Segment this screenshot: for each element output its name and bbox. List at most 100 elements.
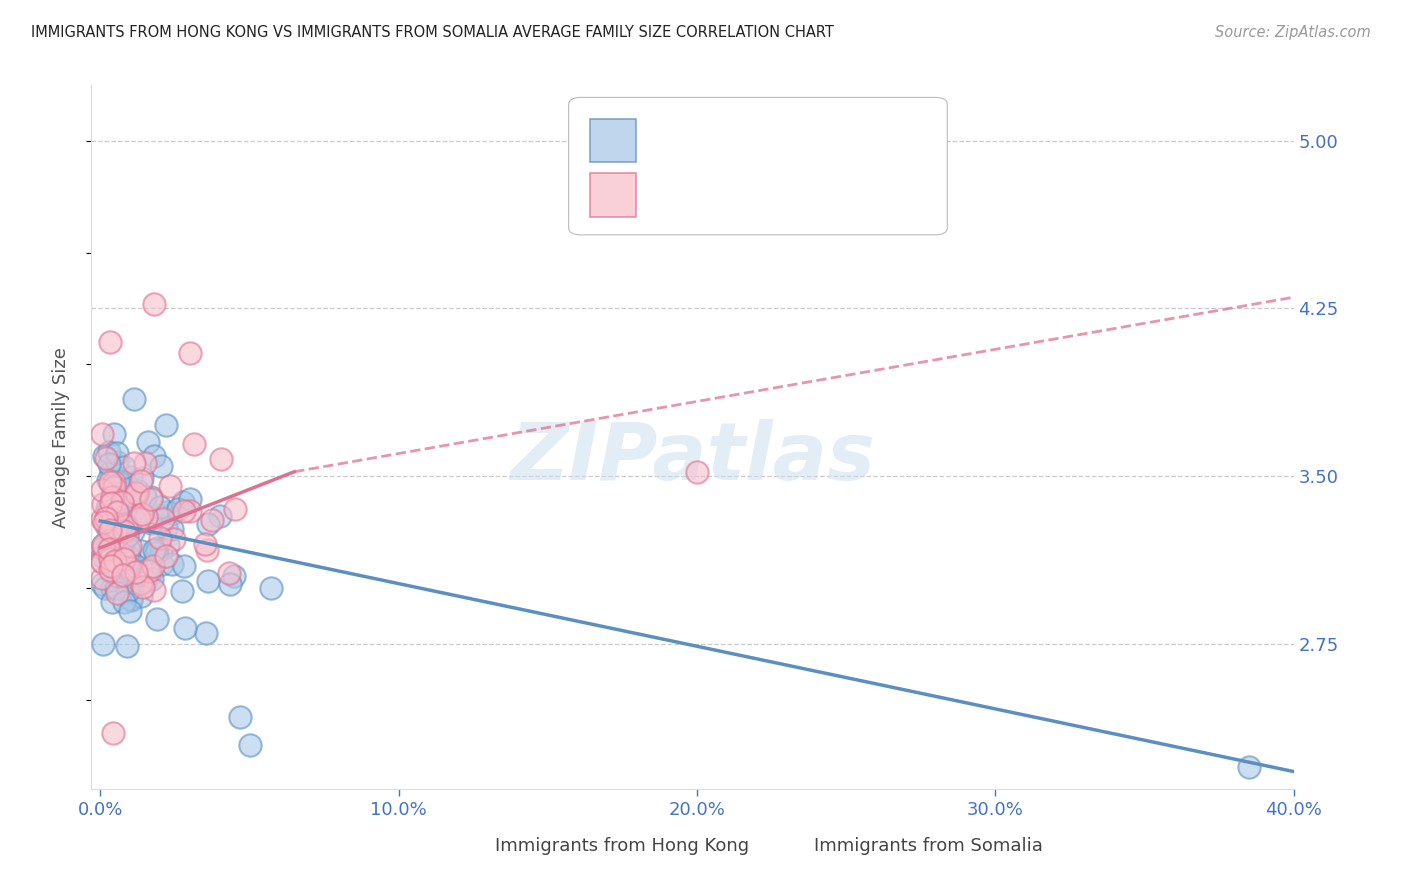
Point xyxy=(100,551,122,566)
Point xyxy=(141,572,163,586)
Point xyxy=(224,502,246,516)
Point xyxy=(91,538,114,552)
Point xyxy=(101,581,124,595)
Point xyxy=(173,503,195,517)
Point xyxy=(104,554,127,568)
Point xyxy=(128,503,150,517)
Point xyxy=(145,546,167,560)
Point xyxy=(132,580,155,594)
Point xyxy=(101,595,124,609)
Point xyxy=(100,563,122,577)
Point xyxy=(143,543,166,558)
Point xyxy=(155,521,177,535)
Point xyxy=(159,479,181,493)
Point xyxy=(93,581,115,595)
Point xyxy=(96,501,118,516)
Point xyxy=(100,464,122,478)
Point xyxy=(118,500,141,515)
Point xyxy=(115,560,138,574)
Point xyxy=(160,558,183,572)
Point xyxy=(98,523,121,537)
Point xyxy=(105,581,128,595)
Point xyxy=(125,485,148,500)
Point xyxy=(139,567,162,582)
Bar xyxy=(770,832,800,862)
Point xyxy=(98,501,121,516)
Point xyxy=(107,569,129,583)
Point xyxy=(125,565,148,579)
Point xyxy=(152,511,174,525)
Point xyxy=(105,523,128,537)
Point xyxy=(149,531,172,545)
Text: Source: ZipAtlas.com: Source: ZipAtlas.com xyxy=(1215,25,1371,40)
Point xyxy=(91,541,114,555)
Point xyxy=(218,566,240,580)
Point xyxy=(179,504,201,518)
Point xyxy=(90,571,112,585)
Point xyxy=(173,621,195,635)
Point xyxy=(111,495,134,509)
Point xyxy=(105,446,128,460)
Point xyxy=(142,558,165,573)
Point xyxy=(91,554,114,568)
Point xyxy=(105,543,128,558)
Point xyxy=(104,518,127,533)
Point xyxy=(143,297,166,311)
Point xyxy=(110,495,132,509)
Point xyxy=(100,533,122,548)
Point xyxy=(209,452,232,467)
Point xyxy=(201,513,224,527)
Point xyxy=(146,541,169,555)
Point xyxy=(112,478,135,492)
Point xyxy=(117,506,139,520)
Point xyxy=(120,603,142,617)
Point xyxy=(111,577,134,591)
Text: 111: 111 xyxy=(851,134,889,153)
Point xyxy=(122,510,145,524)
Point xyxy=(117,552,139,566)
Point xyxy=(90,549,112,563)
Point xyxy=(163,533,186,547)
Point xyxy=(101,488,124,502)
Point xyxy=(142,582,165,597)
Point xyxy=(98,542,121,557)
Point xyxy=(103,480,125,494)
Point xyxy=(104,551,127,566)
Point xyxy=(110,485,132,500)
Point xyxy=(117,550,139,565)
Point xyxy=(90,576,112,591)
Point xyxy=(105,528,128,542)
Point xyxy=(110,499,132,513)
Point xyxy=(260,582,283,596)
Point xyxy=(112,524,135,539)
Point xyxy=(107,474,129,488)
Point xyxy=(110,511,132,525)
Point xyxy=(170,583,193,598)
Point xyxy=(103,427,125,442)
Text: N =: N = xyxy=(794,191,851,210)
Point xyxy=(142,450,165,464)
Point xyxy=(111,568,134,582)
Point xyxy=(127,483,149,498)
Point xyxy=(91,496,114,510)
Point xyxy=(179,346,201,360)
Point xyxy=(115,640,138,654)
Text: R =: R = xyxy=(652,134,696,153)
Point xyxy=(120,539,142,553)
Point xyxy=(96,450,118,465)
Point xyxy=(122,524,145,538)
Point xyxy=(179,491,201,506)
Point xyxy=(100,475,122,489)
Point xyxy=(118,543,141,558)
Text: 73: 73 xyxy=(851,191,882,210)
Point xyxy=(195,625,218,640)
Point xyxy=(112,460,135,475)
Point xyxy=(108,494,131,508)
Point xyxy=(138,565,160,579)
Point xyxy=(122,489,145,503)
Point xyxy=(120,470,142,484)
Point xyxy=(112,551,135,566)
Point xyxy=(97,474,120,488)
Point xyxy=(98,445,121,459)
Point xyxy=(134,574,156,588)
